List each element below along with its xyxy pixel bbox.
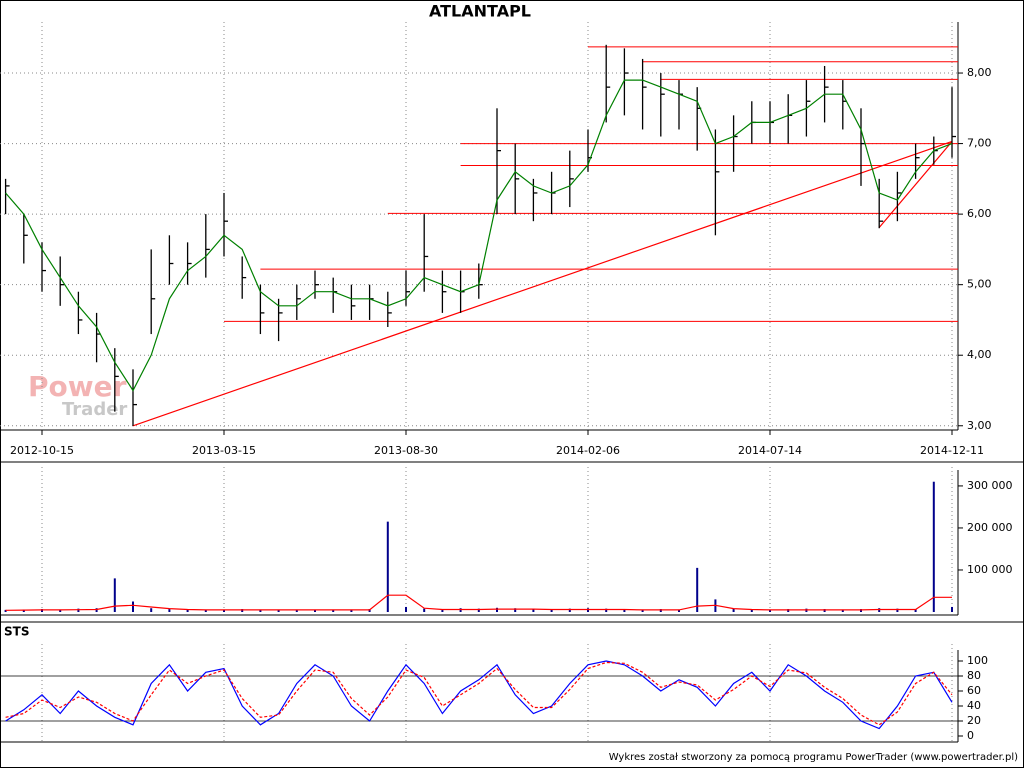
volume-bar bbox=[22, 609, 25, 612]
chart-title: ATLANTAPL bbox=[429, 2, 531, 21]
series-line bbox=[5, 661, 953, 726]
y-tick-label: 6,00 bbox=[967, 207, 992, 220]
footer: Wykres został stworzony za pomocą progra… bbox=[609, 752, 1018, 763]
volume-bar bbox=[896, 608, 899, 612]
x-tick-label: 2013-08-30 bbox=[374, 444, 438, 457]
volume-average bbox=[5, 594, 952, 611]
volume-bar bbox=[932, 481, 935, 612]
y-tick-label: 8,00 bbox=[967, 66, 992, 79]
volume-bar bbox=[77, 608, 80, 612]
volume-bar bbox=[496, 607, 498, 612]
volume-bar bbox=[605, 608, 608, 612]
y-tick-label: 3,00 bbox=[967, 419, 992, 432]
volume-bar bbox=[332, 609, 335, 612]
volume-bar bbox=[277, 609, 280, 612]
volume-bar bbox=[477, 608, 480, 612]
y-tick-label: 4,00 bbox=[967, 348, 992, 361]
volume-bar bbox=[168, 609, 171, 612]
volume-bar bbox=[441, 609, 444, 612]
y-tick-label: 20 bbox=[967, 714, 981, 727]
trend-line bbox=[132, 140, 953, 427]
volume-bar bbox=[878, 608, 881, 612]
volume-bar bbox=[550, 609, 553, 612]
volume-bar bbox=[295, 609, 298, 612]
y-tick-label: 100 000 bbox=[967, 563, 1013, 576]
volume-bar bbox=[587, 608, 589, 612]
volume-bar bbox=[368, 609, 371, 612]
volume-bar bbox=[678, 609, 680, 612]
volume-bar bbox=[314, 609, 316, 612]
x-tick-label: 2014-07-14 bbox=[738, 444, 802, 457]
moving-average bbox=[5, 79, 953, 392]
volume-bar bbox=[641, 609, 644, 612]
volume-bar bbox=[532, 608, 535, 612]
volume-bar bbox=[914, 609, 917, 612]
volume-bar bbox=[823, 609, 826, 612]
volume-bar bbox=[241, 609, 244, 612]
volume-bar bbox=[386, 521, 389, 612]
volume-bar bbox=[750, 609, 753, 612]
volume-bar bbox=[568, 608, 571, 612]
y-tick-label: 0 bbox=[967, 729, 974, 742]
watermark: Trader bbox=[62, 399, 127, 420]
volume-bar bbox=[204, 609, 207, 612]
volume-bar bbox=[259, 609, 262, 612]
y-tick-label: 60 bbox=[967, 684, 981, 697]
x-tick-label: 2013-03-15 bbox=[192, 444, 256, 457]
volume-bar bbox=[732, 608, 735, 612]
volume-bar bbox=[623, 609, 626, 612]
volume-bar bbox=[186, 609, 189, 612]
x-tick-label: 2014-02-06 bbox=[556, 444, 620, 457]
volume-bar bbox=[659, 609, 662, 612]
trend-line bbox=[878, 141, 953, 228]
volume-bar bbox=[59, 609, 62, 612]
watermark: Power bbox=[28, 370, 127, 403]
volume-bar bbox=[350, 609, 353, 612]
volume-bar bbox=[769, 609, 771, 612]
volume-bar bbox=[423, 608, 426, 612]
y-tick-label: 7,00 bbox=[967, 137, 992, 150]
volume-bar bbox=[841, 609, 844, 612]
y-tick-label: 100 bbox=[967, 654, 988, 667]
volume-bar bbox=[696, 567, 699, 612]
volume-bar bbox=[860, 609, 862, 612]
series-line bbox=[5, 660, 953, 730]
volume-bar bbox=[132, 601, 134, 612]
volume-bar bbox=[223, 609, 225, 612]
volume-bar bbox=[4, 609, 7, 612]
volume-bar bbox=[787, 609, 790, 612]
volume-bar bbox=[514, 608, 517, 612]
volume-bar bbox=[41, 609, 43, 612]
volume-bar bbox=[405, 606, 407, 612]
volume-bar bbox=[150, 608, 153, 612]
x-tick-label: 2014-12-11 bbox=[920, 444, 984, 457]
volume-bar bbox=[459, 608, 462, 612]
x-tick-label: 2012-10-15 bbox=[10, 444, 74, 457]
y-tick-label: 200 000 bbox=[967, 521, 1013, 534]
y-tick-label: 80 bbox=[967, 669, 981, 682]
panel-title: STS bbox=[4, 625, 29, 639]
volume-bar bbox=[95, 608, 98, 612]
y-tick-label: 300 000 bbox=[967, 479, 1013, 492]
y-tick-label: 40 bbox=[967, 699, 981, 712]
volume-bar bbox=[113, 578, 116, 612]
y-tick-label: 5,00 bbox=[967, 278, 992, 291]
volume-bar bbox=[951, 606, 953, 612]
